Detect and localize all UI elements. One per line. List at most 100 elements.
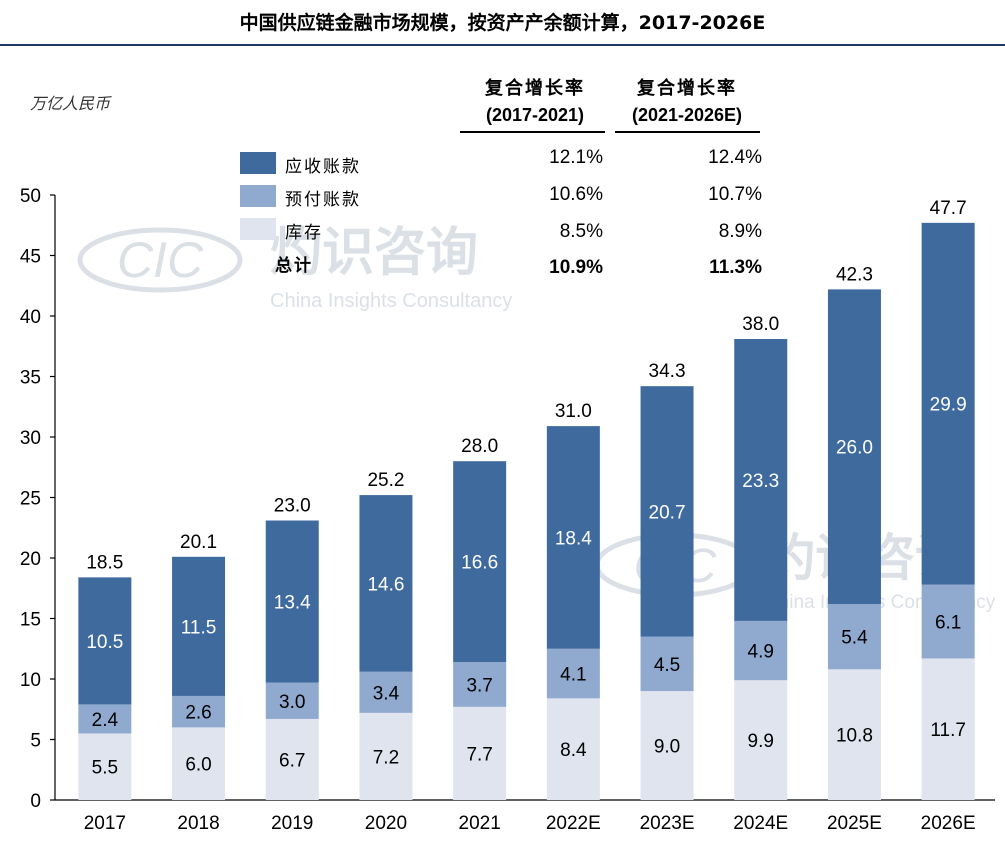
data-label: 7.7 — [466, 744, 492, 765]
cagr-value-total: 10.9% — [549, 257, 603, 278]
cagr-header-title: 复合增长率 — [637, 78, 737, 99]
bar-segment — [734, 680, 788, 800]
cagr-header-2017-2021: 复合增长率 (2017-2021) — [460, 76, 610, 128]
bar-segment — [172, 695, 226, 728]
cagr-header-title: 复合增长率 — [485, 78, 585, 99]
total-label: 20.1 — [180, 532, 217, 553]
data-label: 4.9 — [748, 642, 774, 663]
bar-segment — [921, 222, 975, 585]
bar-segment — [359, 495, 413, 672]
total-label: 38.0 — [742, 314, 779, 335]
total-label: 18.5 — [86, 552, 123, 573]
total-label: 28.0 — [461, 436, 498, 457]
cagr-value: 12.1% — [549, 147, 603, 168]
y-tick-label: 15 — [20, 610, 41, 631]
bar-segment — [640, 636, 694, 692]
legend-swatch-receivables — [240, 152, 276, 174]
data-label: 23.3 — [742, 471, 779, 492]
cagr-header-period: (2017-2021) — [485, 105, 585, 125]
legend-swatch-prepayments — [240, 185, 276, 207]
legend-label-prepayments: 预付账款 — [285, 190, 361, 210]
cagr-value: 12.4% — [708, 147, 762, 168]
y-tick-label: 0 — [30, 791, 41, 812]
bar-segment — [453, 461, 507, 663]
legend-label-inventory: 库存 — [285, 223, 323, 243]
data-label: 3.7 — [466, 675, 492, 696]
unit-label: 万亿人民币 — [30, 94, 111, 113]
data-label: 26.0 — [836, 438, 873, 459]
data-label: 7.2 — [373, 747, 399, 768]
data-label: 4.1 — [560, 665, 586, 686]
bar-segment — [453, 706, 507, 800]
bar-segment — [640, 691, 694, 800]
data-label: 6.7 — [279, 750, 305, 771]
bar-segment — [546, 426, 600, 649]
legend-label-total: 总计 — [275, 256, 313, 276]
x-tick-label: 2019 — [271, 813, 313, 834]
data-label: 9.9 — [748, 731, 774, 752]
data-label: 11.5 — [181, 617, 217, 638]
total-label: 25.2 — [367, 470, 404, 491]
bar-segment — [546, 648, 600, 699]
data-label: 10.8 — [836, 726, 873, 747]
data-label: 5.4 — [841, 628, 868, 649]
x-tick-label: 2021 — [459, 813, 501, 834]
bar-segment — [265, 718, 319, 800]
data-label: 14.6 — [367, 574, 404, 595]
data-label: 3.4 — [373, 683, 400, 704]
bar-segment — [78, 704, 132, 734]
bar-segment — [453, 662, 507, 707]
legend-label-receivables: 应收账款 — [285, 157, 361, 177]
x-tick-label: 2018 — [177, 813, 219, 834]
bar-segment — [265, 682, 319, 719]
bar-segment — [827, 603, 881, 670]
y-tick-label: 5 — [30, 731, 41, 752]
data-label: 6.1 — [935, 613, 961, 634]
data-label: 9.0 — [654, 737, 680, 758]
x-tick-label: 2020 — [365, 813, 407, 834]
data-label: 16.6 — [461, 553, 498, 574]
bar-segment — [172, 727, 226, 800]
y-tick-label: 20 — [20, 549, 41, 570]
data-label: 20.7 — [649, 502, 686, 523]
y-tick-label: 10 — [20, 670, 41, 691]
x-tick-label: 2023E — [640, 813, 695, 834]
cagr-header-rule — [615, 131, 760, 133]
x-tick-label: 2025E — [827, 813, 882, 834]
bar-segment — [78, 733, 132, 800]
data-label: 11.7 — [930, 720, 966, 741]
total-label: 31.0 — [555, 401, 592, 422]
data-label: 4.5 — [654, 655, 680, 676]
cagr-value-total: 11.3% — [709, 257, 762, 278]
data-label: 5.5 — [92, 758, 118, 779]
data-label: 10.5 — [86, 632, 123, 653]
chart-title: 中国供应链金融市场规模，按资产产余额计算，2017-2026E — [239, 12, 766, 34]
cagr-header-period: (2021-2026E) — [631, 105, 743, 125]
data-label: 3.0 — [279, 692, 305, 713]
bar-segment — [827, 669, 881, 800]
bar-segment — [172, 556, 226, 696]
bar-segment — [734, 620, 788, 681]
total-label: 23.0 — [274, 495, 311, 516]
x-tick-label: 2017 — [84, 813, 126, 834]
bar-segment — [640, 386, 694, 637]
data-label: 2.6 — [185, 703, 211, 724]
cagr-header-2021-2026e: 复合增长率 (2021-2026E) — [612, 76, 762, 128]
cagr-value: 10.7% — [708, 184, 762, 205]
x-tick-label: 2022E — [546, 813, 601, 834]
total-label: 42.3 — [836, 264, 873, 285]
y-tick-label: 45 — [20, 247, 41, 268]
cagr-header-rule — [460, 131, 605, 133]
bar-segment — [921, 658, 975, 800]
title-divider — [0, 44, 1005, 46]
y-tick-label: 35 — [20, 368, 41, 389]
y-tick-label: 30 — [20, 428, 41, 449]
bar-segment — [359, 712, 413, 800]
bar-segment — [827, 289, 881, 604]
bar-segment — [265, 520, 319, 683]
cagr-value: 8.5% — [559, 221, 603, 242]
bar-segment — [546, 698, 600, 800]
y-tick-label: 25 — [20, 489, 41, 510]
legend-swatch-inventory — [240, 218, 276, 240]
